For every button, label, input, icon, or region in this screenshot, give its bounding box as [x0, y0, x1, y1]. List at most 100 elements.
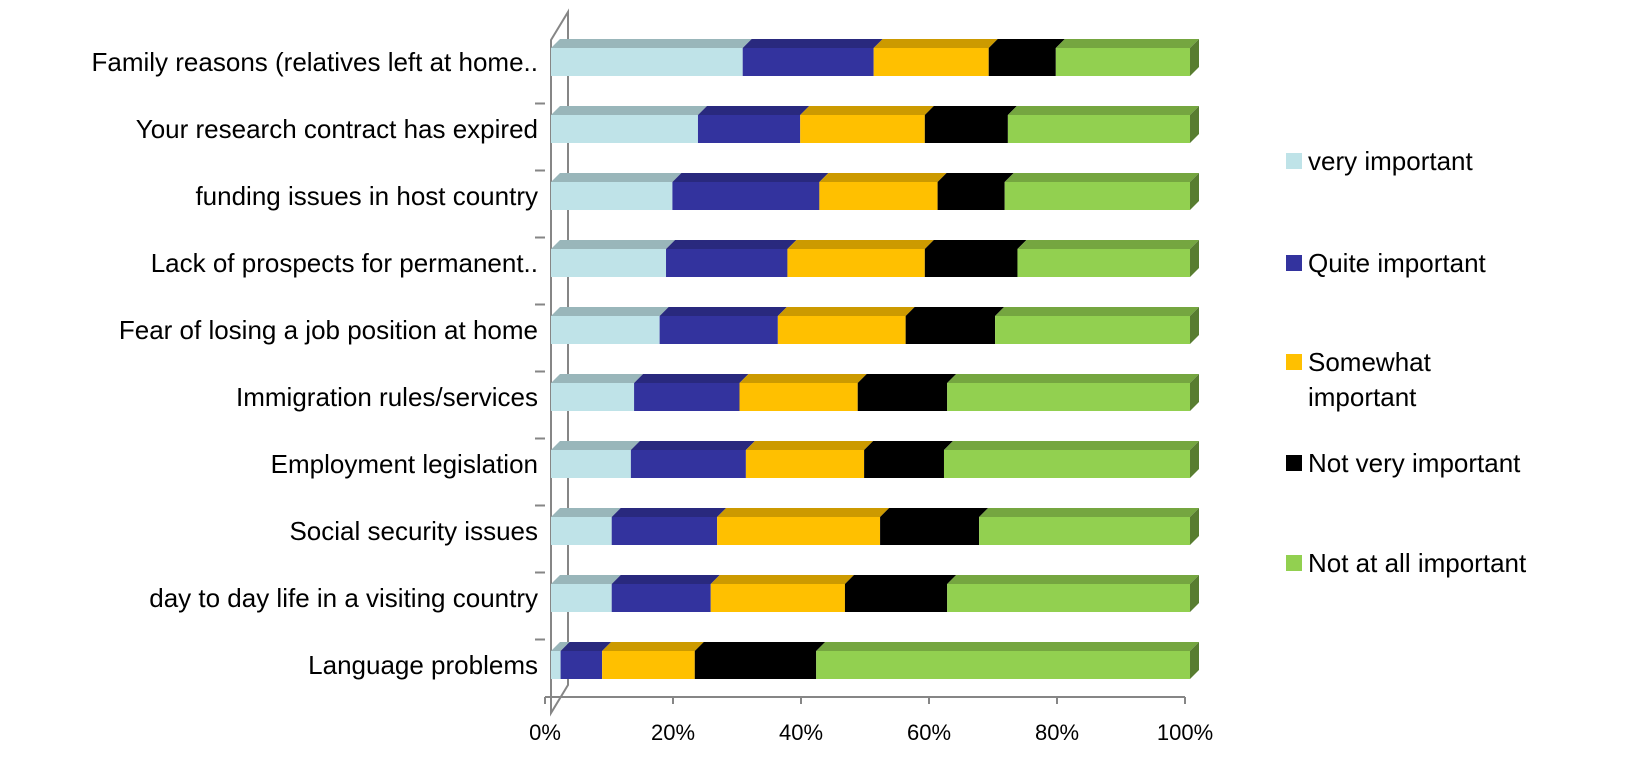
- bar-segment-side: [1190, 508, 1199, 545]
- x-tick-label: 40%: [779, 720, 823, 745]
- bar-segment-top: [937, 173, 1014, 182]
- bar-segment-quite-important: [611, 584, 711, 612]
- bar-row: [551, 441, 1199, 478]
- x-tick-label: 20%: [651, 720, 695, 745]
- bar-segment-not-very-important: [844, 584, 948, 612]
- bar-segment-side: [1190, 374, 1199, 411]
- bar-segment-not-at-all-important: [1007, 115, 1190, 143]
- legend-label: Not very important: [1308, 448, 1521, 478]
- category-label: Immigration rules/services: [236, 382, 538, 412]
- legend-swatch: [1286, 354, 1302, 370]
- bar-segment-top: [1007, 106, 1199, 115]
- bar-segment-top: [1017, 240, 1199, 249]
- category-label: Family reasons (relatives left at home..: [92, 47, 539, 77]
- legend-item: very important: [1286, 146, 1473, 176]
- bar-row: [551, 307, 1199, 344]
- bar-segment-not-at-all-important: [947, 383, 1190, 411]
- bar-segment-top: [857, 374, 957, 383]
- bar-segment-top: [611, 575, 720, 584]
- x-tick-label: 0%: [529, 720, 561, 745]
- bar-segment-top: [672, 173, 829, 182]
- x-tick-label: 60%: [907, 720, 951, 745]
- bar-segment-not-very-important: [924, 249, 1018, 277]
- legend-swatch: [1286, 455, 1302, 471]
- bar-row: [551, 240, 1199, 277]
- bar-segment-very-important: [551, 517, 612, 545]
- bar-segment-top: [947, 374, 1199, 383]
- x-axis-ticks: 0% 20% 40% 60% 80% 100%: [529, 102, 1213, 745]
- bar-segment-somewhat-important: [739, 383, 858, 411]
- bar-row: [551, 575, 1199, 612]
- bar-row: [551, 374, 1199, 411]
- legend-item: Not very important: [1286, 448, 1521, 478]
- bar-segment-very-important: [551, 249, 667, 277]
- bar-segment-very-important: [551, 182, 673, 210]
- bar-segment-not-very-important: [988, 48, 1056, 76]
- bar-segment-top: [611, 508, 727, 517]
- legend-item: Not at all important: [1286, 548, 1527, 578]
- bar-segment-top: [710, 575, 854, 584]
- bar-segment-somewhat-important: [710, 584, 845, 612]
- bar-segment-top: [602, 642, 704, 651]
- bar-segment-not-very-important: [694, 651, 817, 679]
- bar-segment-top: [717, 508, 890, 517]
- bar-segment-top: [551, 441, 640, 450]
- legend: very important Quite important Somewhat imp…: [1286, 146, 1527, 578]
- bar-segment-quite-important: [672, 182, 820, 210]
- bar-segment-not-very-important: [857, 383, 948, 411]
- bar-segment-top: [844, 575, 957, 584]
- bar-row: [551, 106, 1199, 143]
- bar-segment-very-important: [551, 48, 743, 76]
- bar-segment-not-very-important: [937, 182, 1005, 210]
- bar-segment-top: [630, 441, 755, 450]
- bar-segment-side: [1190, 575, 1199, 612]
- bar-segment-top: [551, 240, 676, 249]
- bar-segment-top: [880, 508, 989, 517]
- x-tick-label: 80%: [1035, 720, 1079, 745]
- bar-segment-quite-important: [560, 651, 603, 679]
- bar-segment-top: [551, 642, 570, 651]
- bar-segment-not-at-all-important: [1017, 249, 1190, 277]
- bar-segment-somewhat-important: [787, 249, 925, 277]
- bar-segment-top: [551, 508, 621, 517]
- bar-segment-top: [745, 441, 874, 450]
- bar-segment-somewhat-important: [819, 182, 938, 210]
- bar-segment-very-important: [551, 584, 612, 612]
- bar-segment-quite-important: [742, 48, 874, 76]
- bar-segment-top: [694, 642, 826, 651]
- category-label: Your research contract has expired: [136, 114, 538, 144]
- bar-segment-very-important: [551, 316, 660, 344]
- bar-segment-top: [551, 374, 644, 383]
- bar-segment-not-at-all-important: [1004, 182, 1190, 210]
- bar-segment-top: [873, 39, 998, 48]
- bar-segment-quite-important: [659, 316, 778, 344]
- bar-segment-top: [551, 307, 669, 316]
- category-labels: Family reasons (relatives left at home..…: [92, 47, 539, 680]
- category-label: Social security issues: [289, 516, 538, 546]
- category-label: Employment legislation: [271, 449, 538, 479]
- bar-segment-side: [1190, 642, 1199, 679]
- bar-segment-not-very-important: [864, 450, 944, 478]
- bar-segment-top: [816, 642, 1199, 651]
- bar-segment-top: [924, 240, 1027, 249]
- bar-segment-top: [551, 39, 752, 48]
- bar-segment-top: [666, 240, 797, 249]
- bar-segment-top: [787, 240, 934, 249]
- legend-swatch: [1286, 555, 1302, 571]
- bar-segment-side: [1190, 39, 1199, 76]
- legend-swatch: [1286, 153, 1302, 169]
- category-label: funding issues in host country: [195, 181, 538, 211]
- legend-label: Quite important: [1308, 248, 1487, 278]
- bar-segment-top: [739, 374, 867, 383]
- bar-segment-side: [1190, 173, 1199, 210]
- bar-segment-side: [1190, 307, 1199, 344]
- bar-segment-somewhat-important: [717, 517, 881, 545]
- bar-segment-not-at-all-important: [947, 584, 1190, 612]
- bar-segment-not-very-important: [905, 316, 996, 344]
- bar-segment-very-important: [551, 115, 698, 143]
- bar-segment-side: [1190, 106, 1199, 143]
- bar-segment-top: [560, 642, 612, 651]
- bar-segment-top: [947, 575, 1199, 584]
- bar-row: [551, 173, 1199, 210]
- bar-segment-top: [1055, 39, 1199, 48]
